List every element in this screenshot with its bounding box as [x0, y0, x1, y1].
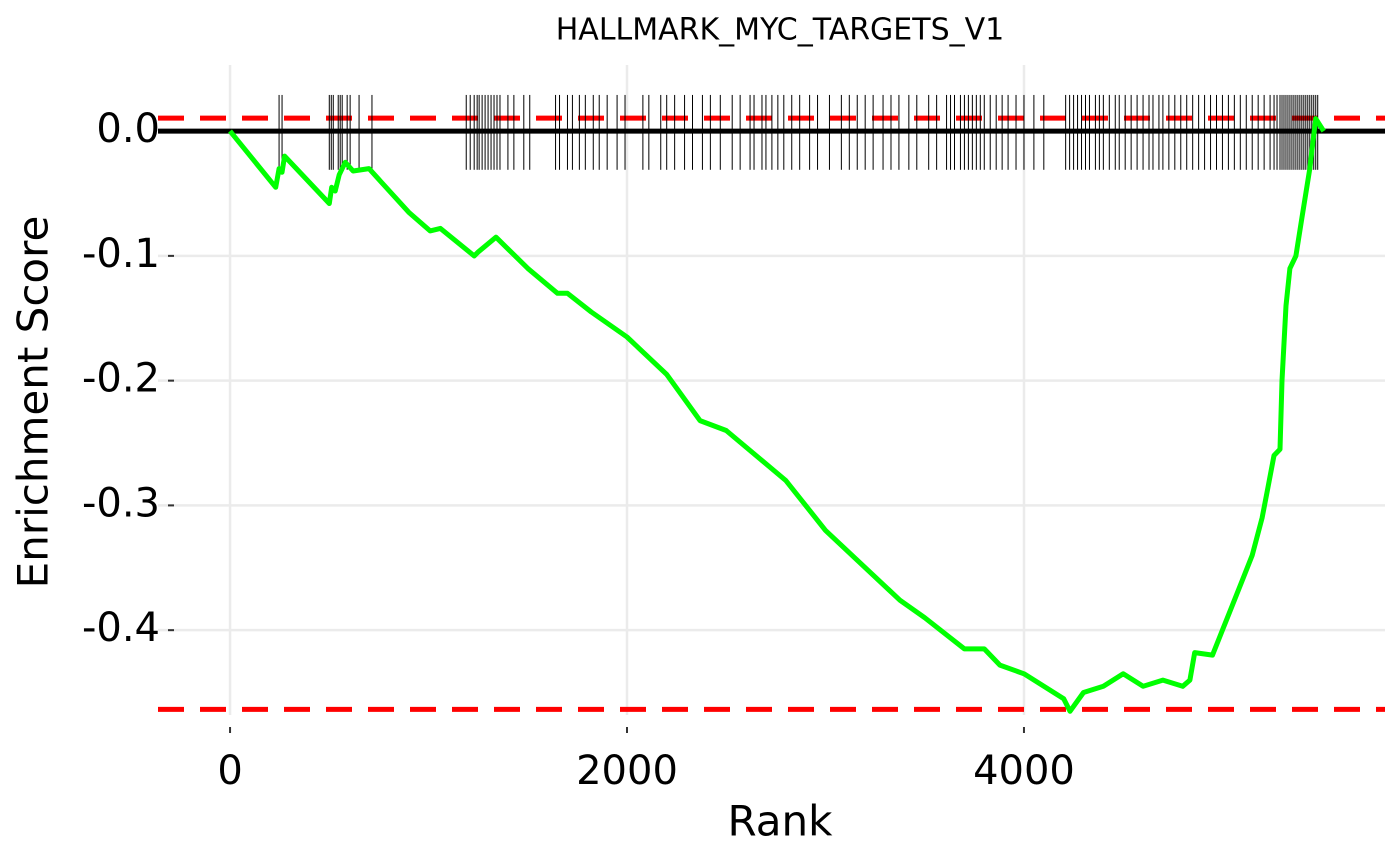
chart-title: HALLMARK_MYC_TARGETS_V1 [556, 13, 1005, 48]
enrichment-line [228, 116, 1326, 714]
y-tick-label: 0.0 [96, 106, 160, 152]
y-axis-title: Enrichment Score [9, 216, 58, 589]
y-tick-label: -0.2 [82, 356, 160, 402]
y-tick-label: -0.1 [82, 231, 160, 277]
x-axis-title: Rank [728, 797, 834, 846]
x-tick-label: 2000 [576, 748, 678, 794]
x-tick-label: 0 [217, 748, 242, 794]
y-tick-label: -0.4 [82, 605, 160, 651]
y-tick-label: -0.3 [82, 480, 160, 526]
x-tick-label: 4000 [973, 748, 1075, 794]
